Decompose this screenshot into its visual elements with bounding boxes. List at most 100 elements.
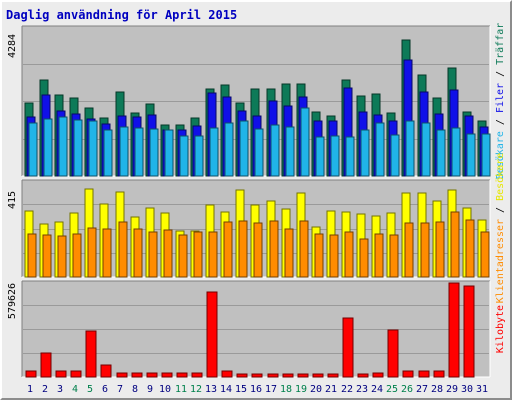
bar-klientadresser-11 (178, 234, 188, 278)
x-tick-label: 30 (461, 384, 473, 395)
bar-kilobyte-9 (146, 372, 158, 378)
bar-kilobyte-23 (357, 373, 369, 378)
bar-klientadresser-4 (72, 233, 82, 278)
bar-besökare-13 (209, 127, 219, 177)
x-tick-label: 8 (132, 384, 138, 395)
bar-kilobyte-6 (100, 364, 112, 378)
plot-panels: 4284 415 579626 (7, 25, 491, 378)
x-tick-label: 12 (190, 384, 202, 395)
x-tick-label: 16 (250, 384, 262, 395)
bar-besökare-27 (421, 122, 431, 177)
x-tick-label: 21 (325, 384, 337, 395)
bar-klientadresser-28 (435, 221, 445, 278)
bar-klientadresser-14 (223, 221, 233, 278)
bar-klientadresser-15 (238, 220, 248, 278)
legend-separator: / (495, 65, 506, 83)
bar-klientadresser-2 (42, 234, 52, 278)
x-tick-label: 11 (175, 384, 187, 395)
bar-klientadresser-7 (118, 221, 128, 278)
x-tick-label: 17 (265, 384, 277, 395)
bar-kilobyte-21 (327, 373, 339, 378)
bar-klientadresser-29 (450, 211, 460, 278)
bar-klientadresser-8 (133, 228, 143, 278)
x-tick-label: 25 (386, 384, 398, 395)
x-tick-label: 15 (235, 384, 247, 395)
y-max-label: 415 (7, 191, 18, 209)
x-tick-label: 28 (431, 384, 443, 395)
x-tick-label: 18 (280, 384, 292, 395)
bar-klientadresser-6 (102, 228, 112, 278)
x-tick-label: 23 (356, 384, 368, 395)
bar-kilobyte-7 (116, 372, 128, 378)
bar-klientadresser-9 (148, 231, 158, 278)
bar-kilobyte-3 (55, 370, 67, 378)
bar-kilobyte-11 (176, 372, 188, 378)
bar-kilobyte-14 (221, 370, 233, 378)
panel-middle: 415 (7, 179, 491, 278)
x-tick-label: 14 (220, 384, 232, 395)
legend-separator: / (495, 201, 506, 219)
right-legend: Besökare / Filer / Träffar Klientadresser… (495, 23, 506, 353)
bar-klientadresser-13 (208, 231, 218, 278)
right-legend-line: Besökare / Filer / Träffar (495, 23, 506, 180)
bar-besökare-3 (58, 116, 68, 177)
bar-besökare-24 (375, 122, 385, 177)
y-max-label: 579626 (7, 283, 18, 319)
legend-entry: Klientadresser (495, 219, 506, 303)
bar-klientadresser-5 (87, 227, 97, 278)
bar-kilobyte-2 (40, 352, 52, 378)
bar-klientadresser-22 (344, 231, 354, 278)
bar-klientadresser-30 (465, 219, 475, 278)
bar-besökare-20 (315, 136, 325, 177)
bar-besökare-9 (149, 128, 159, 177)
bar-kilobyte-29 (448, 282, 460, 378)
bar-kilobyte-8 (131, 372, 143, 378)
bar-besökare-8 (134, 127, 144, 177)
bar-klientadresser-25 (389, 234, 399, 278)
bar-besökare-22 (345, 136, 355, 177)
x-tick-label: 13 (205, 384, 217, 395)
legend-entry: Kilobyte (495, 305, 506, 353)
bar-besökare-2 (43, 118, 53, 177)
x-tick-label: 5 (87, 384, 93, 395)
bar-besökare-10 (164, 129, 174, 177)
bar-kilobyte-28 (433, 370, 445, 378)
panel-bottom: 579626 (7, 280, 491, 378)
bar-besökare-15 (239, 120, 249, 177)
bar-besökare-11 (179, 135, 189, 177)
legend-separator: / (495, 113, 506, 131)
x-tick-label: 22 (341, 384, 353, 395)
bar-klientadresser-24 (374, 233, 384, 278)
bar-klientadresser-20 (314, 233, 324, 278)
bar-klientadresser-1 (27, 233, 37, 278)
bar-kilobyte-5 (85, 330, 97, 378)
bar-kilobyte-13 (206, 291, 218, 378)
bar-kilobyte-12 (191, 372, 203, 378)
x-tick-label: 1 (27, 384, 33, 395)
bar-besökare-26 (405, 120, 415, 177)
chart-title: Daglig användning för April 2015 (6, 8, 237, 22)
x-tick-label: 4 (72, 384, 78, 395)
bar-besökare-18 (285, 126, 295, 177)
bar-kilobyte-25 (387, 329, 399, 378)
x-tick-label: 3 (57, 384, 63, 395)
bar-besökare-25 (390, 134, 400, 177)
x-tick-label: 2 (42, 384, 48, 395)
bar-besökare-31 (481, 133, 491, 177)
legend-entry: Filer (495, 83, 506, 113)
bar-klientadresser-19 (299, 220, 309, 278)
bar-kilobyte-16 (251, 373, 263, 378)
x-tick-label: 6 (102, 384, 108, 395)
bar-kilobyte-22 (342, 317, 354, 378)
legend-entry: Besökare (495, 153, 506, 201)
bar-besökare-19 (300, 107, 310, 177)
bar-besökare-30 (466, 133, 476, 177)
bar-kilobyte-4 (70, 370, 82, 378)
bar-klientadresser-31 (480, 231, 490, 278)
bar-besökare-23 (360, 129, 370, 177)
bar-besökare-7 (119, 126, 129, 177)
x-tick-label: 24 (371, 384, 383, 395)
bar-besökare-17 (270, 124, 280, 177)
bar-besökare-4 (73, 119, 83, 177)
